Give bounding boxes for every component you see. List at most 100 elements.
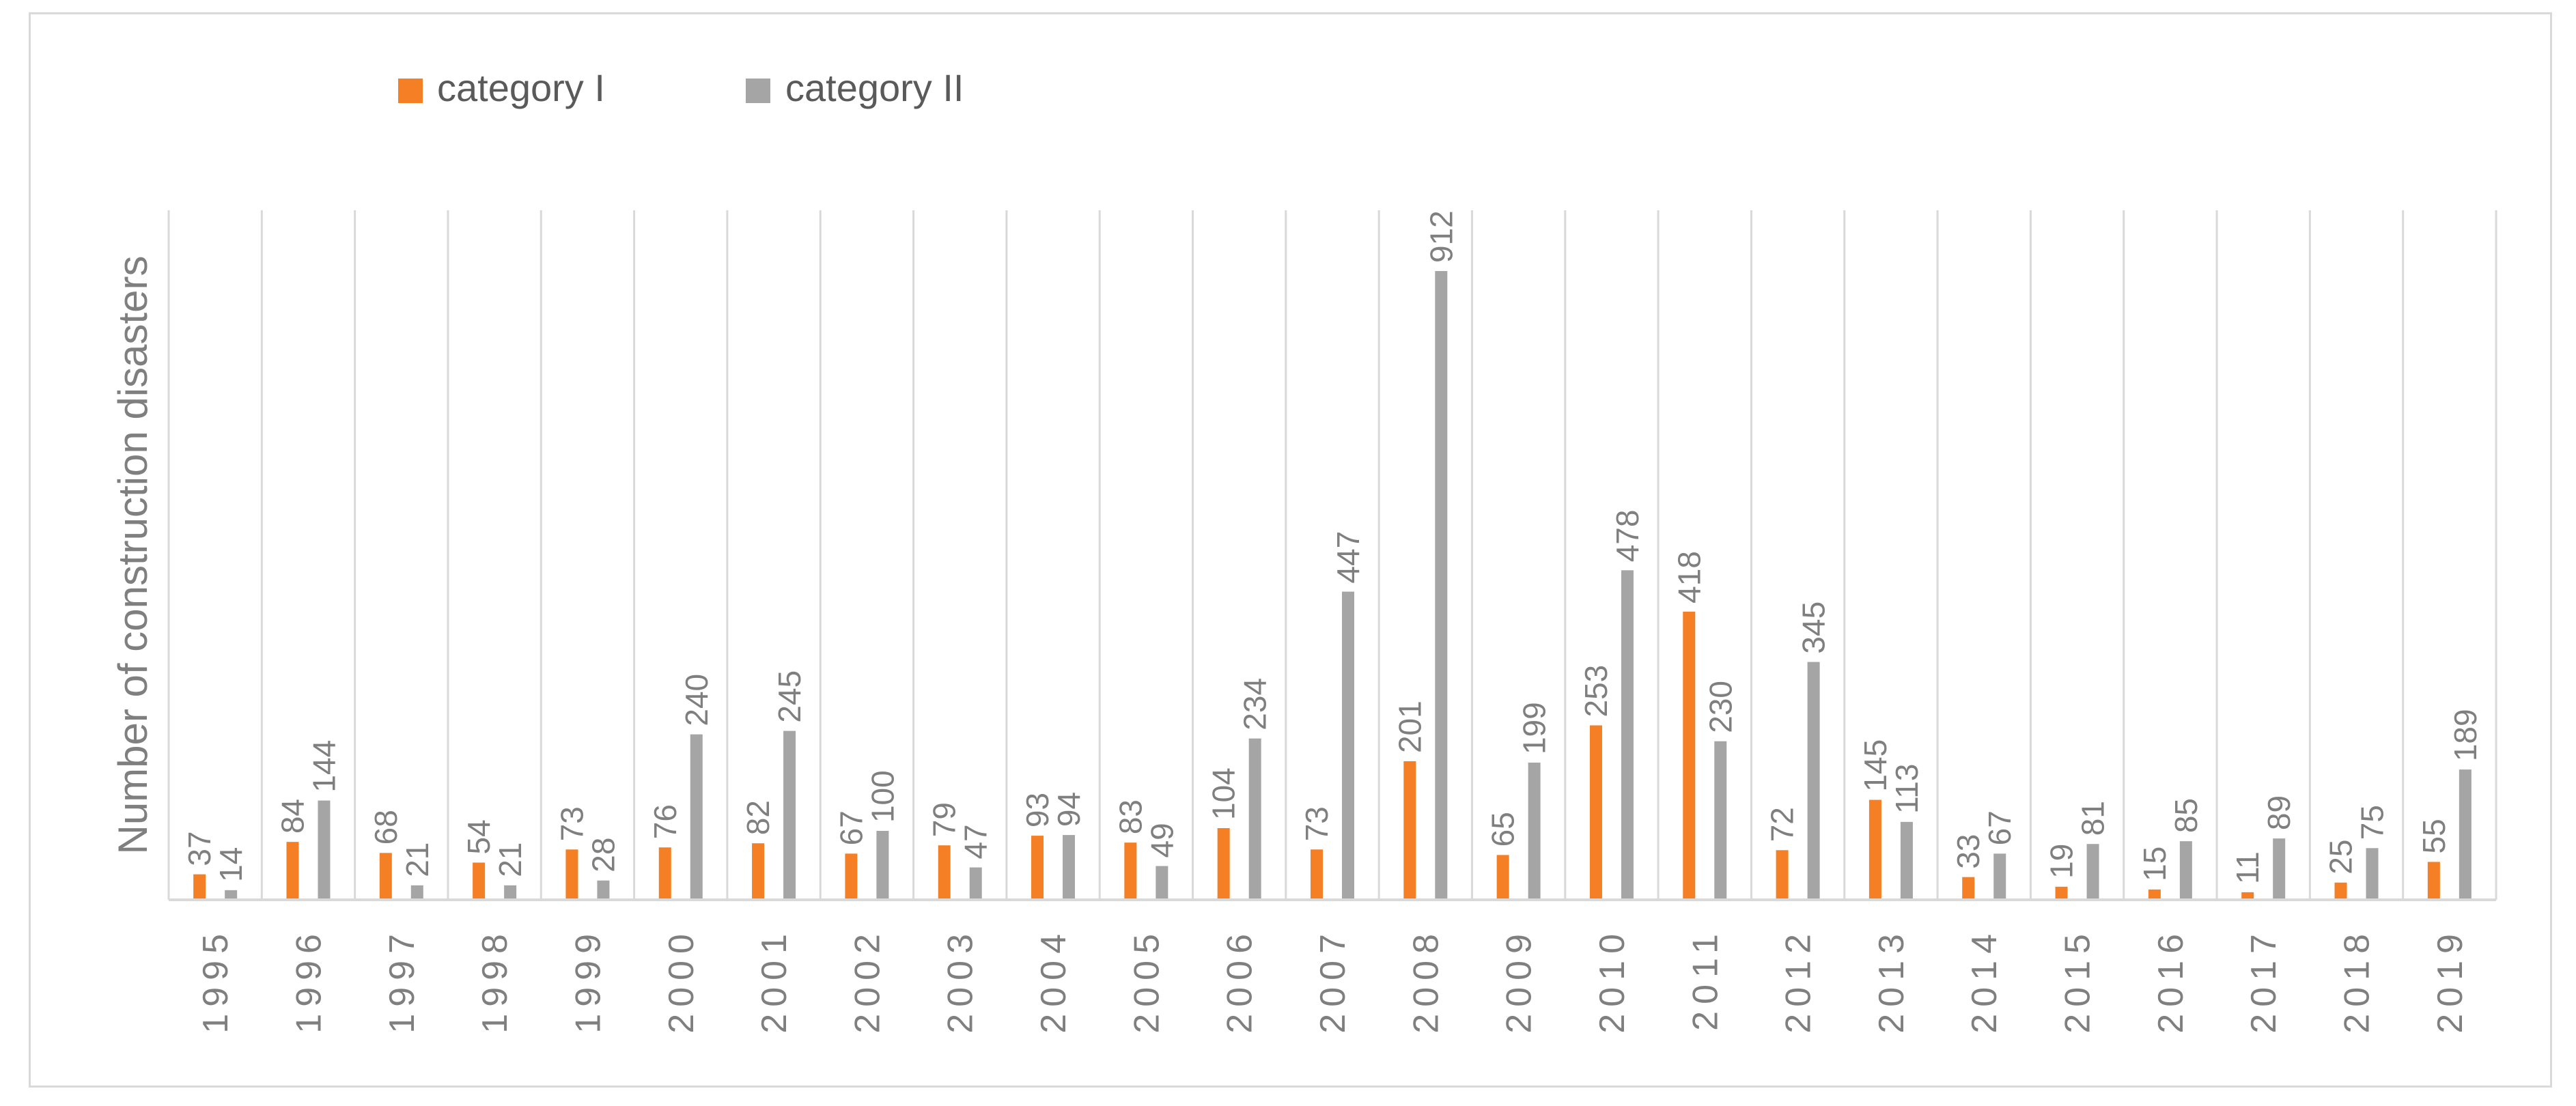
bar-category-2-1995 — [225, 890, 238, 900]
bar-category-1-2001 — [752, 843, 765, 900]
bar-category-1-2008 — [1403, 761, 1416, 900]
data-label-category-1-2010: 253 — [1578, 665, 1614, 718]
data-label-category-1-2016: 15 — [2137, 847, 2172, 881]
x-tick-label-2012: 2012 — [1779, 927, 1819, 1034]
data-label-category-2-1998: 21 — [492, 842, 528, 877]
x-tick-label-2005: 2005 — [1127, 927, 1166, 1034]
data-label-category-1-2008: 201 — [1392, 700, 1427, 753]
bar-category-1-2004 — [1031, 836, 1044, 900]
bar-category-1-2012 — [1776, 850, 1789, 900]
bar-category-2-2011 — [1714, 741, 1727, 900]
bar-category-2-2008 — [1435, 271, 1448, 900]
data-label-category-2-1995: 14 — [213, 847, 249, 882]
x-tick-label-2002: 2002 — [848, 927, 887, 1034]
x-tick-label-2016: 2016 — [2151, 927, 2191, 1034]
data-label-category-1-2005: 83 — [1112, 799, 1148, 834]
bar-category-1-2016 — [2148, 889, 2161, 900]
bar-category-2-2000 — [690, 734, 703, 900]
data-label-category-1-2002: 67 — [833, 810, 869, 845]
data-label-category-2-2016: 85 — [2168, 798, 2204, 833]
data-label-category-2-2009: 199 — [1517, 702, 1552, 754]
data-label-category-1-2015: 19 — [2044, 844, 2080, 879]
x-tick-label-2009: 2009 — [1500, 927, 1539, 1034]
bar-category-2-2005 — [1156, 866, 1168, 900]
data-label-category-1-2003: 79 — [927, 802, 962, 837]
data-label-category-1-1995: 37 — [182, 831, 217, 866]
data-label-category-2-2017: 89 — [2261, 795, 2297, 830]
bar-category-2-2002 — [876, 831, 889, 900]
bar-category-1-1997 — [379, 853, 392, 900]
bar-category-1-2011 — [1683, 611, 1696, 900]
x-tick-label-1999: 1999 — [568, 927, 608, 1034]
x-tick-label-2008: 2008 — [1406, 927, 1446, 1034]
bar-category-2-2003 — [969, 867, 982, 900]
bar-category-1-1998 — [473, 862, 486, 900]
bar-category-1-2003 — [938, 845, 951, 900]
data-label-category-1-1996: 84 — [275, 799, 310, 834]
bar-category-1-2002 — [845, 853, 858, 900]
bar-category-2-2016 — [2179, 841, 2192, 900]
data-label-category-1-1997: 68 — [368, 810, 404, 845]
data-label-category-1-2017: 11 — [2230, 851, 2265, 884]
bar-category-1-1996 — [286, 842, 299, 900]
data-label-category-1-2004: 93 — [1020, 793, 1055, 827]
data-label-category-2-2012: 345 — [1796, 601, 1832, 654]
bar-category-1-2006 — [1217, 827, 1230, 900]
data-label-category-1-2000: 76 — [647, 804, 683, 839]
legend-label-category-2: category II — [785, 66, 964, 109]
legend: category I category II — [398, 66, 964, 109]
x-tick-label-1996: 1996 — [289, 927, 328, 1034]
bar-category-1-2014 — [1962, 877, 1975, 900]
x-tick-label-2013: 2013 — [1872, 927, 1912, 1034]
data-label-category-2-2005: 49 — [1144, 823, 1179, 857]
data-label-category-1-2014: 33 — [1950, 834, 1986, 869]
bar-category-1-2010 — [1589, 725, 1602, 900]
bar-category-2-2017 — [2273, 838, 2286, 900]
bar-category-2-2009 — [1528, 763, 1541, 900]
data-label-category-2-2010: 478 — [1610, 510, 1645, 563]
x-tick-label-1995: 1995 — [196, 927, 236, 1034]
data-label-category-2-2004: 94 — [1051, 792, 1087, 827]
bar-category-1-2017 — [2241, 892, 2254, 900]
data-label-category-2-2013: 113 — [1889, 764, 1924, 814]
data-label-category-2-2002: 100 — [865, 770, 900, 823]
x-tick-label-2010: 2010 — [1593, 927, 1632, 1034]
grid-lines — [167, 210, 2497, 900]
data-label-category-1-2018: 25 — [2323, 840, 2359, 875]
bar-category-1-2000 — [658, 847, 671, 900]
x-tick-label-2015: 2015 — [2058, 927, 2098, 1034]
bar-category-1-1999 — [565, 849, 578, 900]
bar-category-2-2015 — [2086, 844, 2099, 900]
bar-category-2-2014 — [1993, 853, 2006, 900]
x-tick-label-2001: 2001 — [755, 927, 794, 1034]
y-axis-label: Number of construction disasters — [110, 255, 156, 854]
bar-category-1-2013 — [1868, 799, 1881, 900]
x-tick-label-2014: 2014 — [1965, 927, 2004, 1034]
bar-category-2-2013 — [1900, 821, 1913, 900]
data-label-category-2-2003: 47 — [958, 824, 994, 859]
bar-category-1-2007 — [1311, 849, 1323, 900]
chart-frame — [29, 12, 2552, 1088]
bar-category-2-1998 — [504, 885, 517, 900]
legend-swatch-category-2 — [746, 79, 770, 103]
data-label-category-2-1999: 28 — [585, 838, 621, 873]
data-label-category-2-2014: 67 — [1982, 810, 2017, 845]
x-tick-label-2006: 2006 — [1220, 927, 1260, 1034]
data-label-category-1-2019: 55 — [2416, 819, 2452, 853]
x-tick-label-2007: 2007 — [1313, 927, 1353, 1034]
x-tick-label-1997: 1997 — [382, 927, 422, 1034]
data-label-category-2-1997: 21 — [400, 842, 435, 877]
bar-category-1-2009 — [1496, 855, 1509, 900]
bar-category-2-2019 — [2459, 769, 2472, 900]
bar-category-1-2019 — [2427, 862, 2440, 900]
data-label-category-1-2001: 82 — [740, 800, 776, 835]
bar-category-2-1996 — [318, 800, 331, 900]
x-tick-label-2018: 2018 — [2338, 927, 2377, 1034]
bar-category-2-2012 — [1807, 662, 1820, 900]
bars — [193, 271, 2472, 900]
legend-label-category-1: category I — [437, 66, 605, 109]
data-label-category-1-2006: 104 — [1206, 767, 1242, 820]
data-label-category-1-2012: 72 — [1765, 807, 1800, 842]
data-label-category-2-2001: 245 — [772, 670, 807, 723]
